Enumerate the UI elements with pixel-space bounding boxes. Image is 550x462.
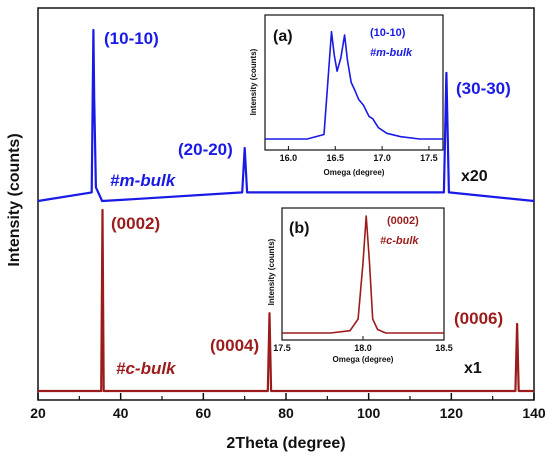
peak-label-0006: (0006) [454,309,503,328]
inset-a-panel-label: (a) [273,28,293,45]
scale-label-x20: x20 [461,168,488,185]
series-line-m-bulk [37,28,535,203]
x-tick-label: 20 [30,405,46,421]
inset-x-tick-label: 16.5 [326,153,344,163]
inset-a-ticks: 16.0 16.5 17.0 17.5 [280,146,438,163]
x-tick-label: 80 [278,405,294,421]
inset-b-y-title: Intensity (counts) [267,238,276,305]
inset-x-tick-label: 18.0 [354,343,372,353]
inset-b-frame [281,207,445,341]
peak-label-0002: (0002) [111,214,160,233]
inset-a-frame [264,14,444,151]
inset-b-peak-label: (0002) [387,215,419,227]
peak-label-30-30: (30-30) [456,79,511,98]
main-x-ticks: 20 40 60 80 100 120 140 [30,393,546,421]
x-tick-label: 120 [440,405,464,421]
peak-label-20-20: (20-20) [178,140,233,159]
inset-b-panel-label: (b) [289,220,309,237]
inset-a-peak-label: (10-10) [370,27,406,39]
inset-a-sample-label: #m-bulk [370,47,413,59]
inset-b-ticks: 17.5 18.0 18.5 [273,336,453,353]
main-series-group [37,28,535,393]
inset-x-tick-label: 18.5 [435,343,453,353]
inset-b-series [282,215,444,334]
series-label-m-bulk: #m-bulk [110,171,177,190]
y-axis-title: Intensity (counts) [6,133,23,266]
x-tick-label: 40 [113,405,129,421]
inset-a-series [265,30,443,140]
inset-x-tick-label: 16.0 [280,153,298,163]
series-line-c-bulk [38,208,534,393]
inset-a-y-title: Intensity (counts) [249,48,258,115]
x-axis-title: 2Theta (degree) [226,435,345,452]
scale-label-x1: x1 [464,360,482,377]
inset-x-tick-label: 17.0 [373,153,391,163]
inset-b: 17.5 18.0 18.5 (b) (0002) #c-bulk Omega (d… [267,207,453,364]
inset-b-line [282,215,444,334]
inset-a-x-title: Omega (degree) [324,168,385,177]
inset-x-tick-label: 17.5 [420,153,438,163]
inset-b-sample-label: #c-bulk [380,235,419,247]
peak-label-10-10: (10-10) [104,29,159,48]
inset-x-tick-label: 17.5 [273,343,291,353]
inset-a: 16.0 16.5 17.0 17.5 (a) (10-10) #m-bulk Ome… [249,14,444,177]
inset-a-line [265,30,443,140]
peak-label-0004: (0004) [210,336,259,355]
x-tick-label: 100 [357,405,381,421]
series-label-c-bulk: #c-bulk [116,359,177,378]
x-tick-label: 60 [196,405,212,421]
x-tick-label: 140 [522,405,546,421]
inset-b-x-title: Omega (degree) [333,355,394,364]
